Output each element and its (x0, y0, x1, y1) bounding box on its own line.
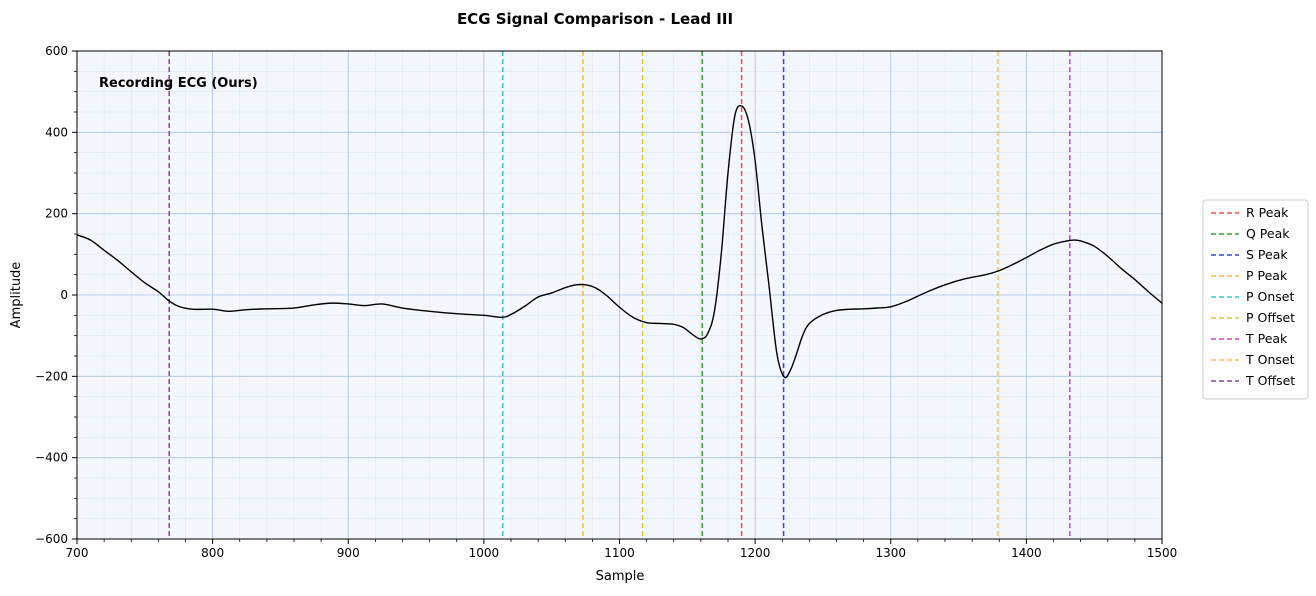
x-tick-label: 1500 (1147, 546, 1178, 560)
x-tick-label: 1100 (604, 546, 635, 560)
y-tick-label: 600 (45, 44, 68, 58)
legend-label: T Peak (1245, 331, 1288, 346)
x-tick-label: 900 (337, 546, 360, 560)
x-tick-label: 1200 (740, 546, 771, 560)
annotation-label: Recording ECG (Ours) (99, 76, 258, 91)
x-tick-label: 1000 (469, 546, 500, 560)
y-tick-label: −600 (35, 532, 68, 546)
y-tick-label: 400 (45, 125, 68, 139)
x-axis-label: Sample (596, 569, 645, 584)
legend-label: R Peak (1246, 205, 1289, 220)
legend: R Peak Q Peak S Peak P Peak P Onset P Offset T… (1202, 199, 1309, 400)
y-tick-label: −400 (35, 451, 68, 465)
x-tick-label: 1400 (1011, 546, 1042, 560)
legend-label: S Peak (1246, 247, 1288, 262)
y-axis-label: Amplitude (9, 262, 24, 329)
chart-title: ECG Signal Comparison - Lead III (457, 10, 733, 28)
legend-label: Q Peak (1246, 226, 1290, 241)
x-tick-label: 700 (66, 546, 89, 560)
y-tick-label: 0 (60, 288, 68, 302)
x-tick-label: 800 (201, 546, 224, 560)
legend-label: T Onset (1245, 352, 1295, 367)
y-tick-label: −200 (35, 369, 68, 383)
x-tick-label: 1300 (875, 546, 906, 560)
ecg-signal-line (76, 104, 1163, 379)
legend-label: P Onset (1246, 289, 1294, 304)
legend-box (1202, 199, 1309, 400)
legend-label: P Offset (1246, 310, 1295, 325)
legend-label: T Offset (1245, 373, 1295, 388)
legend-label: P Peak (1246, 268, 1288, 283)
y-tick-label: 200 (45, 207, 68, 221)
